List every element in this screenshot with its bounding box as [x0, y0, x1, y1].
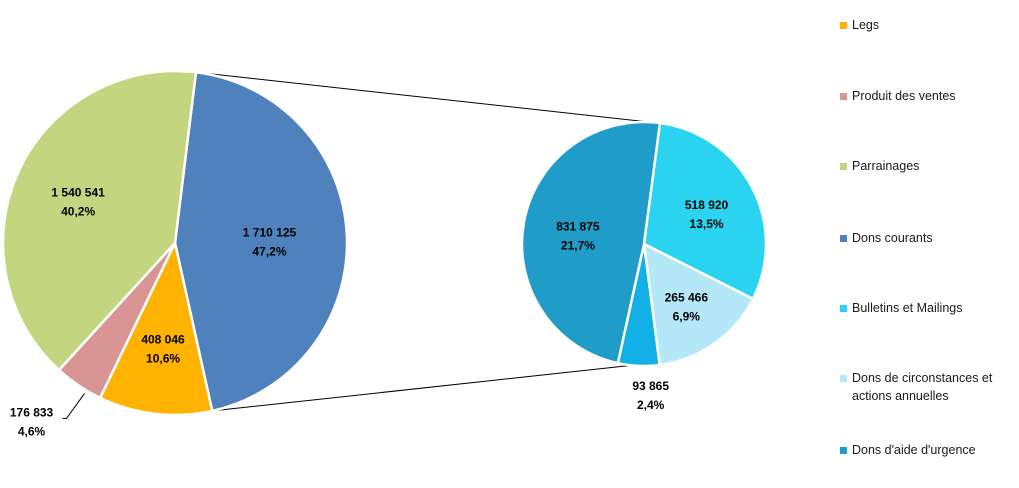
main-pie-slice-parrainages — [1, 69, 198, 372]
legend-swatch — [840, 447, 847, 454]
legend-item-produit-des-ventes: Produit des ventes — [840, 87, 1017, 105]
legend-label: Bulletins et Mailings — [852, 301, 963, 315]
legend-swatch — [840, 163, 847, 170]
legend-label: Dons d'aide d'urgence — [852, 443, 976, 457]
legend-label: Legs — [852, 18, 880, 32]
secondary-pie-percent-label-bulletins-et-mailings: 13,5% — [690, 217, 724, 231]
main-pie-percent-label-legs: 10,6% — [146, 352, 180, 366]
leader-line-produit-des-ventes — [62, 393, 85, 419]
legend-swatch — [840, 375, 847, 382]
main-pie-percent-label-dons-courants: 47,2% — [252, 244, 286, 258]
legend-swatch — [840, 93, 847, 100]
main-pie-value-label-dons-courants: 1 710 125 — [243, 225, 297, 239]
legend-item-dons-d-aide-d-urgence: Dons d'aide d'urgence — [840, 441, 1017, 459]
legend-swatch — [840, 305, 847, 312]
legend-label: Dons de circonstances et actions annuell… — [852, 371, 993, 403]
secondary-pie-percent-label-dons-de-circonstances-et-actions-annuelles: 6,9% — [673, 310, 701, 324]
main-pie-value-label-parrainages: 1 540 541 — [51, 185, 105, 199]
legend-item-bulletins-et-mailings: Bulletins et Mailings — [840, 299, 1017, 317]
secondary-pie-slice-bulletins-et-mailings — [642, 121, 768, 301]
secondary-pie-value-label-dons-courants: 831 875 — [556, 219, 600, 233]
legend-item-legs: Legs — [840, 16, 1017, 34]
connector-line-top — [195, 71, 651, 123]
secondary-pie-percent-label-dons-d-aide-d-urgence: 2,4% — [637, 398, 665, 412]
legend-label: Produit des ventes — [852, 89, 956, 103]
connector-line-bottom — [212, 364, 632, 412]
main-pie-value-label-produit-des-ventes: 176 833 — [10, 405, 54, 419]
legend-item-dons-courants: Dons courants — [840, 229, 1017, 247]
legend-label: Parrainages — [852, 159, 920, 173]
secondary-pie-value-label-dons-de-circonstances-et-actions-annuelles: 265 466 — [665, 291, 709, 305]
legend-label: Dons courants — [852, 231, 933, 245]
main-pie-slice-legs — [98, 239, 214, 417]
main-pie-percent-label-parrainages: 40,2% — [61, 204, 95, 218]
secondary-pie-slice-dons-courants — [520, 120, 662, 365]
secondary-pie-value-label-bulletins-et-mailings: 518 920 — [685, 198, 729, 212]
secondary-pie-slice-dons-de-circonstances-et-actions-annuelles — [642, 241, 755, 367]
legend-item-dons-de-circonstances-et-actions-annuelles: Dons de circonstances et actions annuell… — [840, 369, 1017, 405]
legend-swatch — [840, 22, 847, 29]
secondary-pie-value-label-dons-d-aide-d-urgence: 93 865 — [632, 379, 669, 393]
legend-swatch — [840, 235, 847, 242]
legend-item-parrainages: Parrainages — [840, 157, 1017, 175]
main-pie-slice-dons-courants — [173, 70, 349, 413]
secondary-pie-percent-label-dons-courants: 21,7% — [561, 238, 595, 252]
main-pie-value-label-legs: 408 046 — [141, 333, 185, 347]
main-pie-percent-label-produit-des-ventes: 4,6% — [18, 424, 46, 438]
